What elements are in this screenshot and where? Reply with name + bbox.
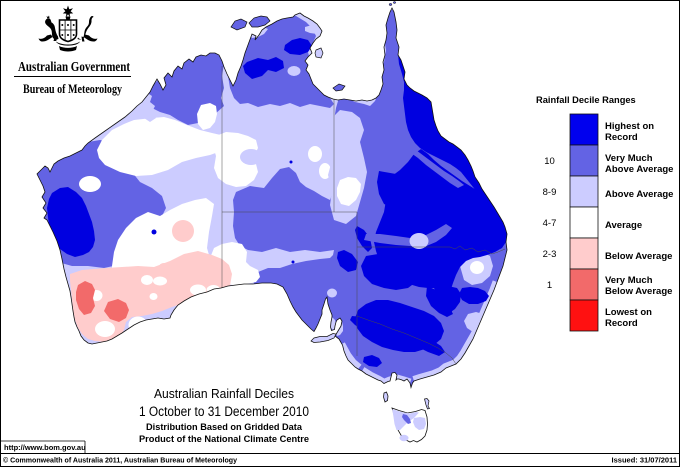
svg-text:Product of the National Climat: Product of the National Climate Centre: [139, 434, 309, 445]
svg-text:Very Much: Very Much: [605, 275, 653, 286]
svg-text:© Commonwealth of Australia 20: © Commonwealth of Australia 2011, Austra…: [3, 456, 238, 465]
svg-text:4-7: 4-7: [543, 218, 557, 229]
svg-text:1: 1: [547, 280, 552, 291]
svg-text:Distribution Based on Gridded: Distribution Based on Gridded Data: [146, 422, 303, 433]
svg-text:2-3: 2-3: [543, 249, 557, 260]
svg-text:Below Average: Below Average: [605, 286, 672, 297]
svg-text:Below Average: Below Average: [605, 251, 672, 262]
svg-text:1 October to 31 December 2010: 1 October to 31 December 2010: [139, 404, 309, 419]
svg-text:Issued: 31/07/2011: Issued: 31/07/2011: [612, 456, 677, 465]
svg-text:Highest on: Highest on: [605, 121, 654, 132]
svg-text:Above Average: Above Average: [605, 164, 673, 175]
svg-text:Record: Record: [605, 318, 638, 329]
svg-text:Bureau of Meteorology: Bureau of Meteorology: [23, 82, 123, 96]
svg-text:10: 10: [544, 156, 555, 167]
svg-text:Very Much: Very Much: [605, 153, 653, 164]
svg-text:8-9: 8-9: [543, 187, 557, 198]
svg-text:Average: Average: [605, 220, 642, 231]
svg-text:http://www.bom.gov.au: http://www.bom.gov.au: [4, 443, 86, 452]
svg-text:Australian Rainfall Deciles: Australian Rainfall Deciles: [154, 386, 294, 401]
svg-text:Rainfall Decile Ranges: Rainfall Decile Ranges: [536, 95, 636, 105]
svg-text:Above Average: Above Average: [605, 189, 673, 200]
svg-text:Australian Government: Australian Government: [18, 59, 130, 74]
svg-text:Lowest on: Lowest on: [605, 307, 652, 318]
svg-text:Record: Record: [605, 132, 638, 143]
